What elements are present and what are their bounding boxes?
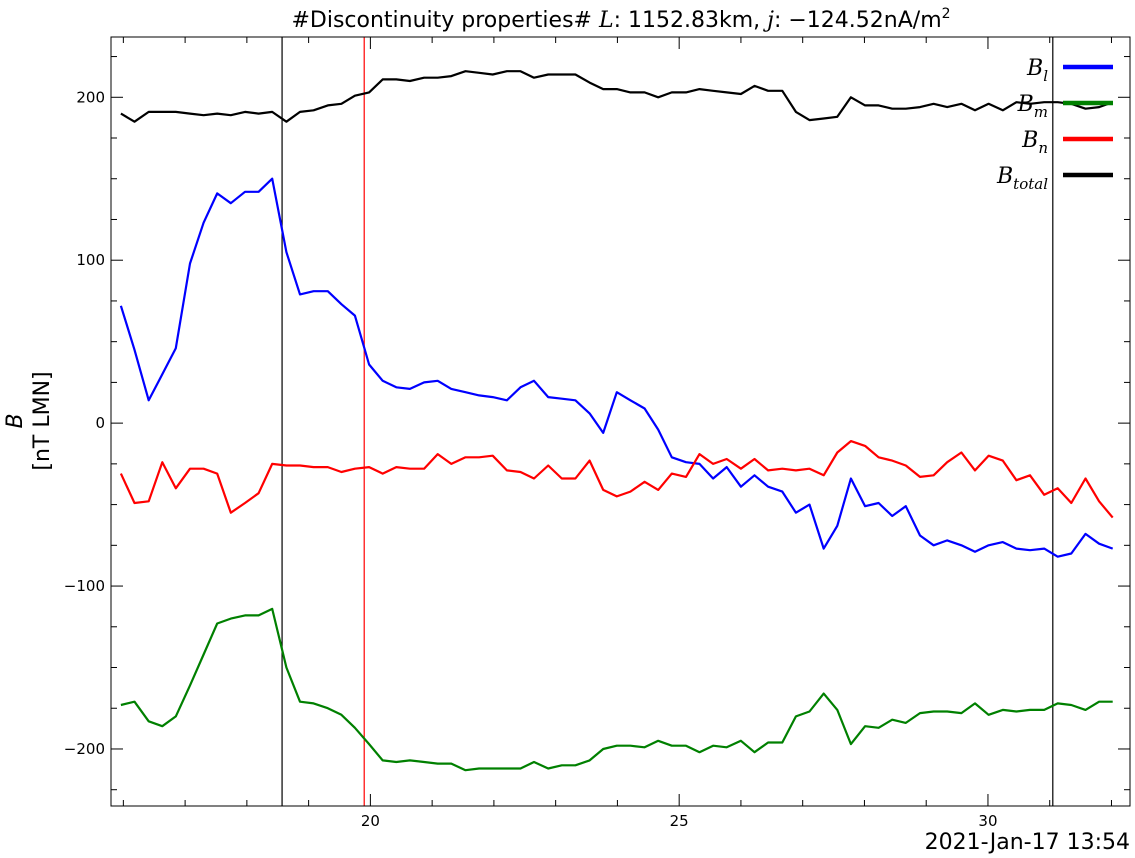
footer-timestamp: 2021-Jan-17 13:54 xyxy=(925,830,1130,855)
legend-item-b-total: Btotal xyxy=(996,164,1113,193)
axis-tick-labels: 20 25 30 −200 −100 0 100 200 xyxy=(64,88,998,830)
y-tick-label: −100 xyxy=(64,577,105,595)
marker-lines xyxy=(281,37,1054,806)
y-axis-label-symbol: B xyxy=(3,413,28,428)
legend-label: Bl xyxy=(1026,56,1048,85)
x-tick-label: 20 xyxy=(361,812,380,830)
y-tick-label: −200 xyxy=(64,740,105,758)
legend-item-b-m: Bm xyxy=(1017,92,1113,121)
x-tick-label: 25 xyxy=(670,812,689,830)
series-line-b-l xyxy=(119,177,1114,558)
legend-label: Bn xyxy=(1021,128,1048,157)
chart-title: #Discontinuity properties# L: 1152.83km,… xyxy=(291,6,950,33)
series-line-b-total xyxy=(120,70,1114,123)
y-axis-label-units: [nT LMN] xyxy=(30,371,55,470)
y-axis-label: B [nT LMN] xyxy=(3,371,55,470)
y-tick-label: 100 xyxy=(76,251,105,269)
legend-label: Btotal xyxy=(996,164,1048,193)
legend: Bl Bm Bn Btotal xyxy=(996,56,1113,193)
legend-item-b-n: Bn xyxy=(1021,128,1113,157)
series-lines xyxy=(119,70,1114,772)
series-line-b-n xyxy=(119,440,1114,519)
x-tick-label: 30 xyxy=(978,812,997,830)
legend-label: Bm xyxy=(1017,92,1048,121)
series-line-b-m xyxy=(120,607,1113,772)
y-tick-label: 0 xyxy=(95,414,105,432)
axis-ticks xyxy=(111,37,1130,806)
plot-frame xyxy=(110,36,1131,807)
legend-item-b-l: Bl xyxy=(1026,56,1113,85)
y-tick-label: 200 xyxy=(76,88,105,106)
